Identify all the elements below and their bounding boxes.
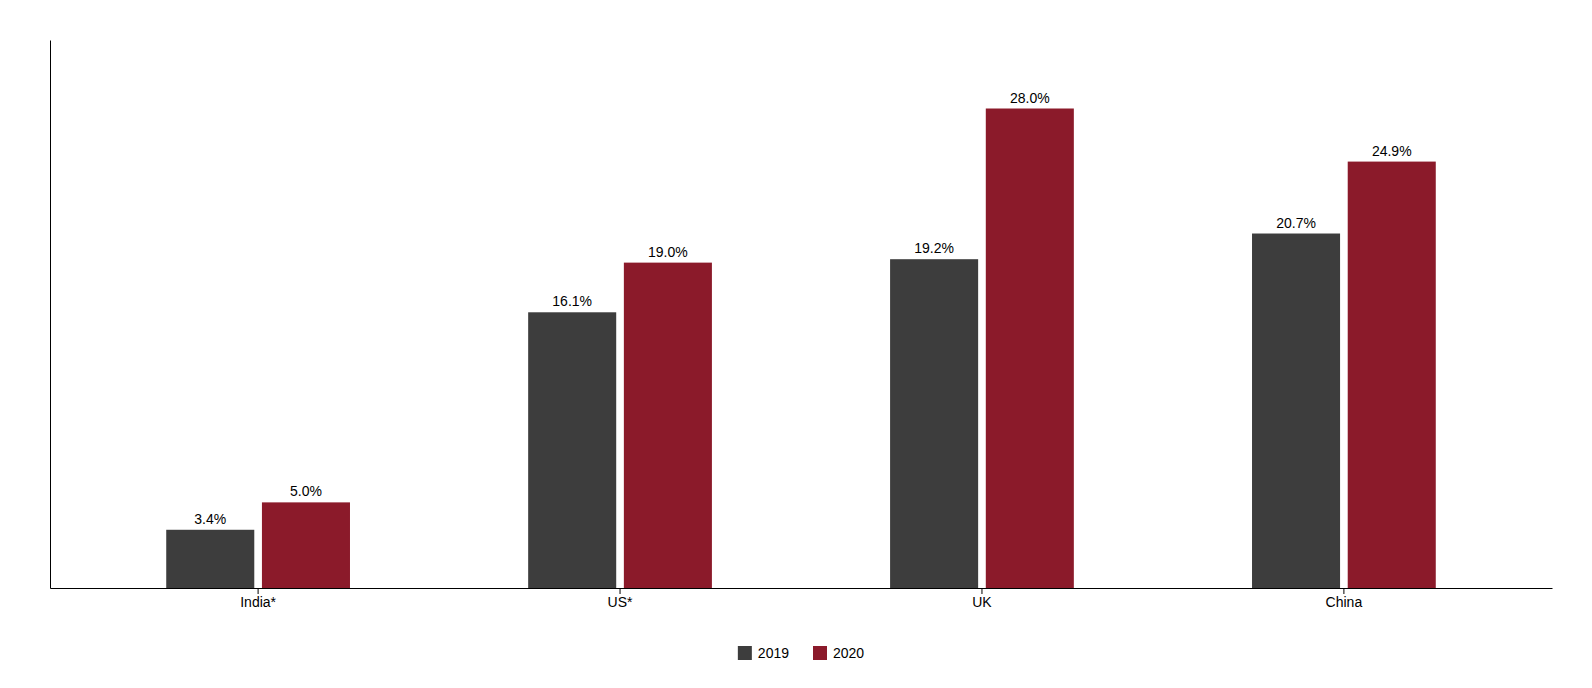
data-label: 20.7% [1276, 215, 1316, 231]
data-label: 28.0% [1010, 90, 1050, 106]
x-axis-line [51, 588, 1553, 589]
bar [1252, 234, 1340, 588]
data-label: 3.4% [194, 511, 226, 527]
bar [262, 502, 350, 588]
x-tick-label: China [1326, 594, 1363, 610]
x-tick-label: UK [972, 594, 992, 610]
legend-item: 2019 [738, 645, 789, 661]
x-tick: US* [608, 588, 633, 610]
legend-swatch [738, 646, 752, 660]
bars [166, 109, 1436, 589]
data-label: 19.2% [914, 240, 954, 256]
x-tick: China [1326, 588, 1363, 610]
chart: 3.4% 16.1% 19.2% 20.7% 5.0% 19.0% 28.0% 24.9% In… [0, 0, 1592, 688]
x-tick: India* [240, 588, 276, 610]
data-label: 19.0% [648, 244, 688, 260]
x-tick: UK [972, 588, 992, 610]
bar [1348, 162, 1436, 588]
legend-label: 2019 [758, 645, 789, 661]
bar [986, 109, 1074, 589]
data-label: 5.0% [290, 483, 322, 499]
data-label: 24.9% [1372, 143, 1412, 159]
x-axis: India* US* UK China [51, 588, 1553, 610]
y-axis [50, 41, 51, 589]
legend-item: 2020 [813, 645, 864, 661]
data-label: 16.1% [552, 293, 592, 309]
bar [624, 263, 712, 588]
bar [890, 259, 978, 588]
y-axis-line [50, 41, 51, 589]
plot: 3.4% 16.1% 19.2% 20.7% 5.0% 19.0% 28.0% 24.9% In… [51, 41, 1553, 610]
x-tick-label: US* [608, 594, 633, 610]
bar [166, 530, 254, 588]
legend: 2019 2020 [738, 645, 865, 661]
legend-swatch [813, 646, 827, 660]
x-tick-label: India* [240, 594, 276, 610]
legend-label: 2020 [833, 645, 864, 661]
bar [528, 312, 616, 588]
data-labels: 3.4% 16.1% 19.2% 20.7% 5.0% 19.0% 28.0% 24.9% [194, 90, 1411, 527]
